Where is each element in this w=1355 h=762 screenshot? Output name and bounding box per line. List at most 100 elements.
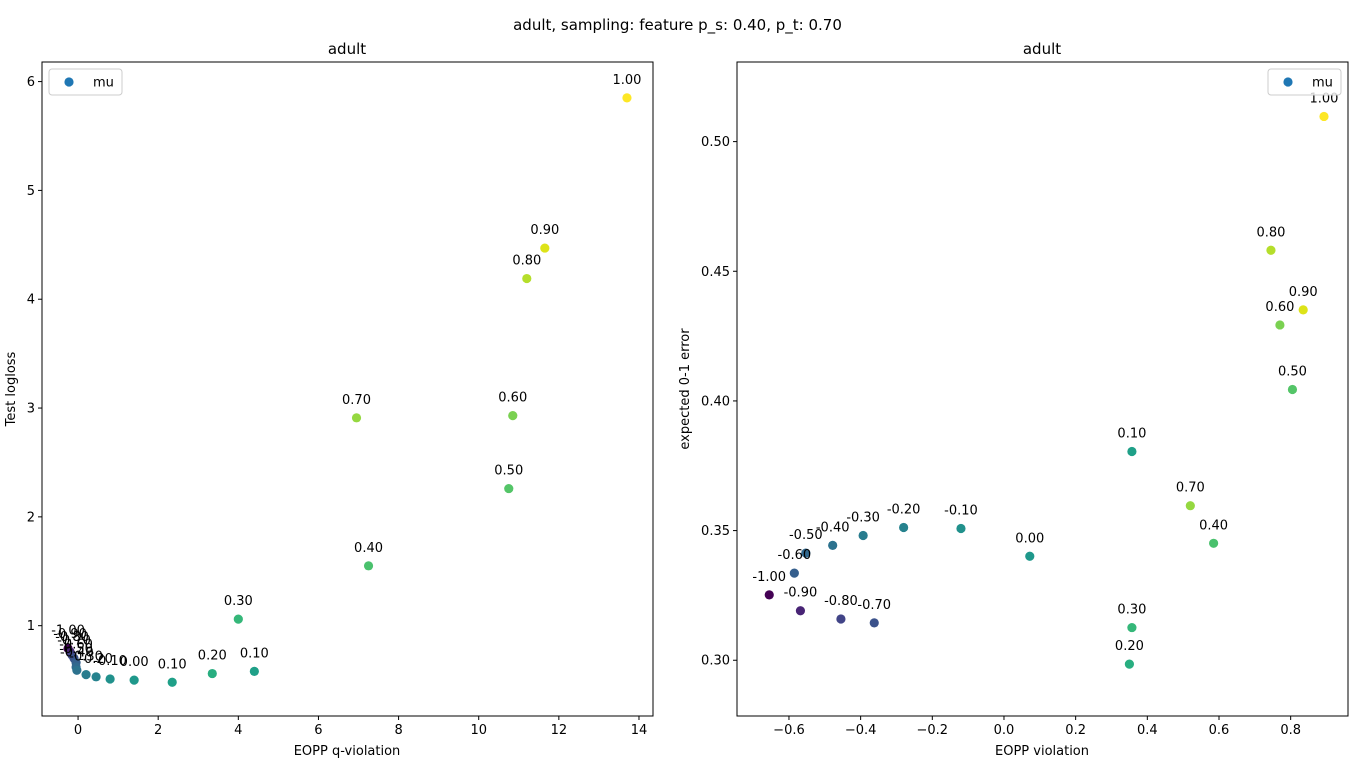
right-axes-frame — [736, 61, 1349, 717]
right-scatter-point — [1127, 446, 1137, 457]
right-scatter-point — [1127, 622, 1137, 633]
right-point-label: -0.10 — [944, 504, 978, 519]
right-point-label: -0.30 — [846, 511, 880, 526]
right-legend-box — [1267, 68, 1342, 96]
left-x-tick-label: 12 — [551, 723, 568, 738]
left-scatter-point — [508, 411, 518, 421]
right-scatter-point — [1298, 305, 1308, 315]
left-point-label: -1.00 — [51, 624, 85, 639]
left-point-label: -0.80 — [55, 630, 89, 645]
right-x-axis-label: EOPP violation — [995, 744, 1089, 759]
right-point-label: 0.70 — [1176, 481, 1205, 496]
right-scatter-point — [1025, 551, 1035, 561]
left-point-label: 0.50 — [494, 464, 523, 479]
right-point-label: 0.40 — [1199, 518, 1228, 533]
right-scatter-point — [801, 548, 811, 558]
right-scatter-point — [899, 522, 909, 533]
left-scatter-point — [351, 413, 362, 423]
left-scatter-point — [504, 483, 514, 494]
left-y-axis-label: Test logloss — [4, 351, 19, 427]
right-point-label: -0.80 — [824, 594, 858, 609]
right-y-tick-label: 0.30 — [701, 654, 730, 669]
right-subplot: adult EOPP violation expected 0-1 error … — [678, 40, 1349, 759]
right-legend-marker — [1283, 77, 1293, 87]
right-legend: mu — [1267, 68, 1342, 96]
left-y-tick-label: 1 — [27, 619, 35, 634]
right-y-tick-label: 0.50 — [701, 135, 730, 150]
right-scatter-point — [1266, 245, 1276, 255]
right-point-label: -0.90 — [784, 586, 818, 601]
left-point-label: -0.20 — [79, 652, 113, 667]
right-x-tick-label: 0.8 — [1280, 723, 1301, 738]
left-y-tick-label: 5 — [27, 184, 35, 199]
left-subplot-title: adult — [328, 40, 366, 58]
left-legend: mu — [48, 68, 123, 96]
left-scatter-point — [105, 674, 115, 684]
left-scatter-point — [91, 672, 101, 682]
left-legend-label: mu — [93, 76, 114, 91]
left-x-axis-label: EOPP q-violation — [294, 744, 401, 759]
left-axes-frame — [41, 61, 654, 717]
right-point-label: -0.70 — [857, 598, 891, 613]
left-y-tick-label: 2 — [27, 510, 35, 525]
left-scatter-point — [249, 666, 259, 676]
left-point-label: 0.00 — [120, 655, 149, 670]
left-point-label: 0.80 — [512, 254, 541, 269]
right-point-label: -0.60 — [778, 548, 812, 563]
right-x-tick-label: −0.2 — [917, 723, 949, 738]
left-scatter-point — [167, 677, 177, 687]
right-legend-label: mu — [1312, 76, 1333, 91]
right-y-tick-label: 0.45 — [701, 265, 730, 280]
right-point-label: -1.00 — [752, 570, 786, 585]
left-x-tick-label: 2 — [154, 723, 162, 738]
left-scatter-point — [207, 668, 217, 679]
right-point-label: -0.40 — [816, 520, 850, 535]
left-x-tick-label: 10 — [470, 723, 487, 738]
left-scatter-point — [522, 273, 532, 284]
right-point-label: 0.20 — [1115, 639, 1144, 654]
left-point-label: 0.70 — [342, 393, 371, 408]
left-point-label: -0.70 — [57, 633, 91, 648]
left-y-tick-label: 4 — [27, 293, 35, 308]
left-plot-area: 0 2 4 6 8 10 12 14123456-1.00-0.90-0.80-0.70-0.… — [27, 61, 654, 738]
right-scatter-point — [1319, 111, 1329, 122]
right-subplot-title: adult — [1023, 40, 1061, 58]
left-scatter-point — [81, 670, 91, 680]
right-point-label: 0.30 — [1117, 603, 1146, 618]
left-point-label: 0.30 — [224, 594, 253, 609]
left-point-label: 1.00 — [612, 73, 641, 88]
right-scatter-point — [795, 606, 806, 616]
right-scatter-point — [789, 568, 799, 578]
right-scatter-point — [1287, 384, 1298, 395]
left-point-label: -0.90 — [53, 627, 87, 642]
right-point-label: 0.80 — [1256, 225, 1285, 240]
right-point-label: -0.50 — [789, 528, 823, 543]
right-x-tick-label: 0.2 — [1065, 723, 1086, 738]
left-point-label: -0.60 — [59, 638, 93, 653]
right-x-tick-label: −0.6 — [773, 723, 805, 738]
right-scatter-point — [836, 614, 846, 624]
right-scatter-point — [1209, 538, 1219, 548]
right-point-label: 0.60 — [1265, 300, 1294, 315]
right-scatter-point — [828, 540, 838, 550]
left-scatter-point — [72, 665, 82, 675]
left-scatter-point — [363, 561, 374, 571]
right-x-tick-label: 0.6 — [1209, 723, 1230, 738]
right-point-label: 0.50 — [1278, 365, 1307, 380]
right-point-label: -0.20 — [887, 502, 921, 517]
right-scatter-point — [1124, 659, 1135, 669]
left-x-tick-label: 0 — [74, 723, 82, 738]
right-y-tick-label: 0.35 — [701, 524, 730, 539]
left-point-label: 0.10 — [158, 657, 187, 672]
left-point-label: 0.20 — [198, 649, 227, 664]
right-x-tick-label: 0.4 — [1137, 723, 1158, 738]
left-scatter-point — [233, 614, 243, 624]
figure-suptitle: adult, sampling: feature p_s: 0.40, p_t:… — [513, 16, 842, 35]
right-y-axis-label: expected 0-1 error — [678, 328, 693, 450]
left-point-label: -0.50 — [59, 642, 93, 657]
left-subplot: adult EOPP q-violation Test logloss 0 2 4 6… — [4, 40, 654, 759]
left-point-label: 0.10 — [240, 646, 269, 661]
left-y-tick-label: 3 — [27, 402, 35, 417]
right-scatter-point — [1275, 320, 1285, 330]
